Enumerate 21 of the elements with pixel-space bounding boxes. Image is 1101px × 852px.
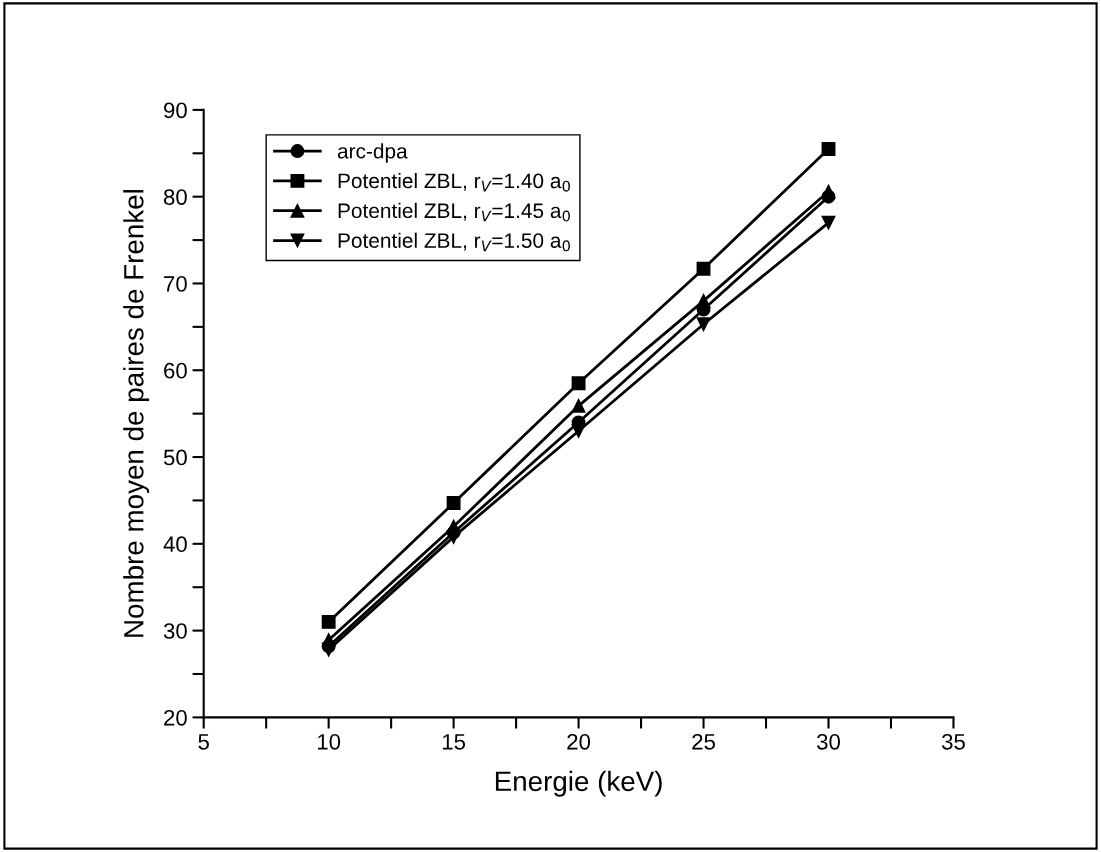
- legend-label: Potentiel ZBL, r$_{V}$=1.40 a$_{0}$: [338, 172, 570, 192]
- x-tick-label: 15: [442, 734, 466, 750]
- x-tick-label: 30: [816, 733, 840, 750]
- x-tick-label: 10: [317, 733, 341, 750]
- y-tick-label: 30: [163, 623, 187, 639]
- x-tick-label: 5: [198, 734, 209, 750]
- y-tick-label: 50: [163, 449, 187, 466]
- y-axis-title: Nombre moyen de paires de Frenkel: [123, 190, 150, 637]
- legend-label: arc-dpa: [337, 143, 408, 163]
- x-tick-label: 35: [941, 733, 965, 750]
- y-tick-label: 20: [164, 709, 187, 726]
- legend-label: Potentiel ZBL, r$_{V}$=1.50 a$_{0}$: [338, 232, 570, 252]
- x-tick-label: 20: [567, 733, 591, 750]
- y-tick-label: 40: [163, 536, 187, 553]
- x-axis-title: Energie (keV): [495, 770, 662, 797]
- legend-label: Potentiel ZBL, r$_{V}$=1.45 a$_{0}$: [338, 202, 570, 222]
- x-tick-label: 25: [692, 733, 715, 750]
- y-tick-label: 70: [164, 276, 187, 292]
- y-tick-label: 80: [163, 189, 187, 205]
- y-tick-label: 60: [164, 362, 187, 379]
- y-tick-label: 90: [164, 102, 187, 119]
